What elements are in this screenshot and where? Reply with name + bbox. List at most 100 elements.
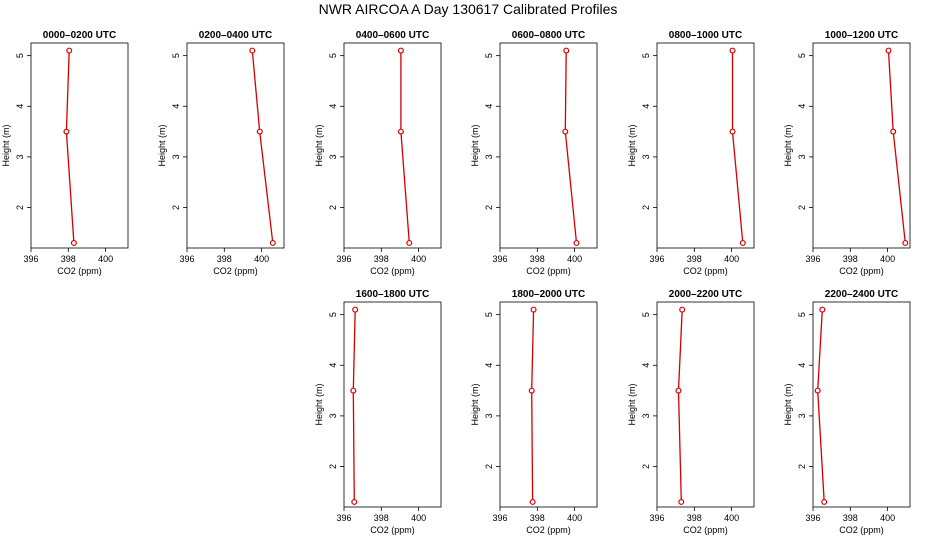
panel-title: 2200–2400 UTC <box>825 289 898 300</box>
x-tick-label: 396 <box>336 513 351 523</box>
data-point <box>63 128 70 135</box>
x-tick-label: 396 <box>805 513 820 523</box>
chart-panel: 1000–1200 UTC 396 398 400 CO2 (ppm) 2 3 4 5 Heigh… <box>783 30 911 276</box>
y-tick-label: 2 <box>484 464 494 469</box>
plot-frame <box>343 301 442 508</box>
series-line <box>564 50 578 243</box>
data-point <box>890 128 897 135</box>
x-tick-label: 398 <box>374 513 389 523</box>
data-point <box>739 239 746 246</box>
data-point <box>249 47 256 54</box>
y-axis-label: Height (m) <box>783 124 793 166</box>
x-tick-label: 396 <box>179 254 194 264</box>
data-point <box>729 128 736 135</box>
x-axis-label: CO2 (ppm) <box>213 266 258 276</box>
x-axis-label: CO2 (ppm) <box>526 525 571 535</box>
chart-panel: 0000–0200 UTC 396 398 400 CO2 (ppm) 2 3 4 5 Heigh… <box>1 30 129 276</box>
series-line <box>677 309 683 502</box>
data-point <box>350 387 357 394</box>
y-tick-label: 3 <box>797 154 807 159</box>
y-tick-label: 4 <box>171 104 181 109</box>
y-tick-label: 4 <box>797 363 807 368</box>
y-tick-label: 5 <box>171 53 181 58</box>
data-point <box>821 498 828 505</box>
x-tick-label: 398 <box>61 254 76 264</box>
data-point <box>573 239 580 246</box>
y-tick-label: 3 <box>15 154 25 159</box>
chart-panel: 1800–2000 UTC 396 398 400 CO2 (ppm) 2 3 4 5 Heigh… <box>470 289 598 535</box>
data-point <box>397 128 404 135</box>
y-tick-label: 2 <box>797 205 807 210</box>
data-point <box>66 47 73 54</box>
chart-panel: 0400–0600 UTC 396 398 400 CO2 (ppm) 2 3 4 5 Heigh… <box>314 30 442 276</box>
y-axis-label: Height (m) <box>470 124 480 166</box>
y-tick-label: 4 <box>484 363 494 368</box>
panel-title: 0400–0600 UTC <box>356 30 429 41</box>
x-tick-label: 398 <box>843 254 858 264</box>
series-line <box>731 50 744 243</box>
y-axis-label: Height (m) <box>157 124 167 166</box>
plot-frame <box>656 301 755 508</box>
y-tick-label: 4 <box>641 104 651 109</box>
x-tick-label: 396 <box>23 254 38 264</box>
x-tick-label: 398 <box>217 254 232 264</box>
data-point <box>269 239 276 246</box>
x-tick-label: 396 <box>805 254 820 264</box>
plot-frame <box>812 301 911 508</box>
x-tick-label: 400 <box>880 513 895 523</box>
x-tick-label: 400 <box>98 254 113 264</box>
chart-panel: 0200–0400 UTC 396 398 400 CO2 (ppm) 2 3 4 5 Heigh… <box>157 30 285 276</box>
x-tick-label: 398 <box>687 254 702 264</box>
y-axis-label: Height (m) <box>1 124 11 166</box>
y-tick-label: 4 <box>641 363 651 368</box>
x-tick-label: 396 <box>336 254 351 264</box>
series-line <box>400 50 410 243</box>
panel-title: 0800–1000 UTC <box>669 30 742 41</box>
y-tick-label: 2 <box>484 205 494 210</box>
panel-title: 1000–1200 UTC <box>825 30 898 41</box>
data-point <box>529 498 536 505</box>
x-tick-label: 400 <box>724 254 739 264</box>
data-point <box>819 306 826 313</box>
x-tick-label: 400 <box>411 513 426 523</box>
chart-panel: 1600–1800 UTC 396 398 400 CO2 (ppm) 2 3 4 5 Heigh… <box>314 289 442 535</box>
series-line <box>531 309 535 502</box>
x-tick-label: 396 <box>649 513 664 523</box>
series-line <box>65 50 75 243</box>
y-axis-label: Height (m) <box>314 383 324 425</box>
y-tick-label: 3 <box>484 413 494 418</box>
y-tick-label: 5 <box>328 312 338 317</box>
x-axis-label: CO2 (ppm) <box>683 266 728 276</box>
x-axis-label: CO2 (ppm) <box>370 266 415 276</box>
y-tick-label: 4 <box>328 363 338 368</box>
y-tick-label: 3 <box>797 413 807 418</box>
data-point <box>528 387 535 394</box>
y-tick-label: 4 <box>797 104 807 109</box>
data-point <box>562 128 569 135</box>
data-point <box>729 47 736 54</box>
x-tick-label: 398 <box>530 254 545 264</box>
y-axis-label: Height (m) <box>627 383 637 425</box>
x-tick-label: 398 <box>530 513 545 523</box>
plot-frame <box>499 301 598 508</box>
plot-frame <box>499 42 598 249</box>
x-tick-label: 396 <box>492 254 507 264</box>
y-tick-label: 4 <box>484 104 494 109</box>
data-point <box>351 498 358 505</box>
y-tick-label: 3 <box>328 413 338 418</box>
plot-frame <box>343 42 442 249</box>
x-tick-label: 398 <box>687 513 702 523</box>
y-tick-label: 5 <box>484 312 494 317</box>
plot-frame <box>656 42 755 249</box>
plot-frame <box>30 42 129 249</box>
y-tick-label: 5 <box>797 53 807 58</box>
y-tick-label: 3 <box>328 154 338 159</box>
data-point <box>678 498 685 505</box>
panel-title: 0000–0200 UTC <box>43 30 116 41</box>
chart-panel: 2000–2200 UTC 396 398 400 CO2 (ppm) 2 3 4 5 Heigh… <box>627 289 755 535</box>
y-tick-label: 5 <box>328 53 338 58</box>
data-point <box>885 47 892 54</box>
y-tick-label: 2 <box>15 205 25 210</box>
panel-title: 0200–0400 UTC <box>199 30 272 41</box>
